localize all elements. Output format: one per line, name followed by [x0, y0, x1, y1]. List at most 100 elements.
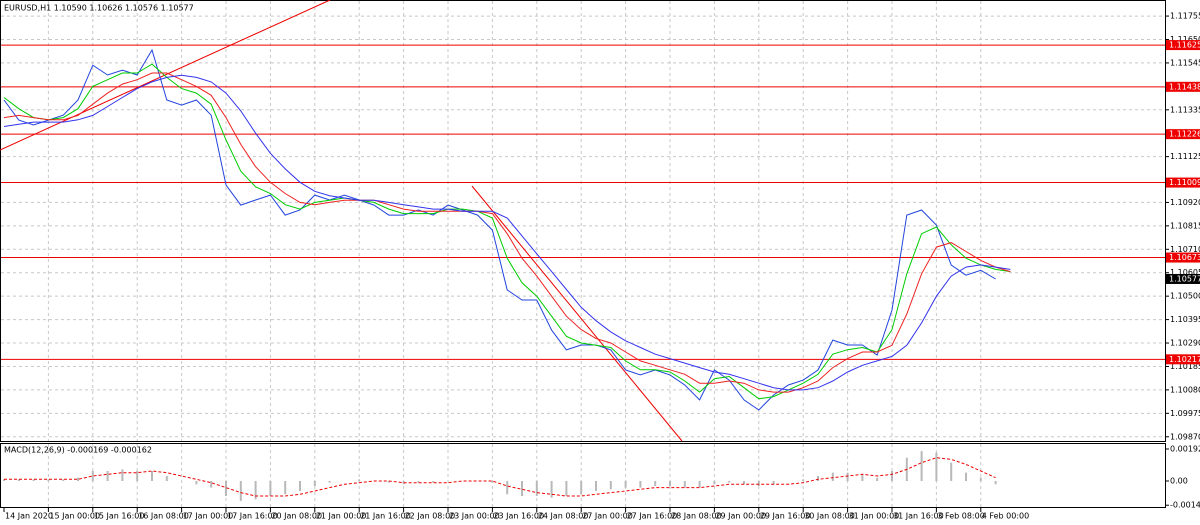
last-price-label: 1.10577 — [1169, 274, 1200, 283]
macd-bar — [698, 480, 701, 488]
macd-bar — [831, 472, 834, 481]
y-tick-label: 1.10080 — [1170, 385, 1200, 394]
x-tick-label: 14 Jan 2020 — [5, 512, 53, 521]
x-tick-label: 31 Jan 16:00 — [893, 512, 944, 521]
macd-bar — [639, 480, 642, 488]
macd-bar — [106, 471, 109, 481]
macd-bar — [669, 480, 671, 486]
level-label-bg — [1166, 354, 1200, 365]
price-line — [3, 48, 996, 411]
level-label: 1.11625 — [1169, 41, 1200, 50]
chart-title: EURUSD,H1 1.10590 1.10626 1.10576 1.1057… — [4, 4, 194, 13]
macd-bar — [269, 480, 272, 496]
macd-bar — [210, 480, 213, 488]
macd-bar — [195, 480, 198, 485]
y-tick-label: 0.001924 — [1170, 445, 1200, 454]
macd-panel — [0, 443, 1166, 508]
macd-bar — [535, 480, 538, 496]
x-tick-label: 15 Jan 00:00 — [49, 512, 100, 521]
x-tick-label: 20 Jan 08:00 — [271, 512, 322, 521]
macd-bar — [358, 479, 361, 481]
x-tick-label: 16 Jan 08:00 — [138, 512, 189, 521]
macd-bar — [580, 480, 583, 495]
macd-bar — [506, 480, 509, 495]
level-label: 1.10673 — [1169, 253, 1200, 262]
macd-bar — [77, 477, 79, 481]
macd-bar — [994, 480, 997, 485]
macd-bar — [432, 480, 435, 483]
x-tick-label: 21 Jan 16:00 — [360, 512, 411, 521]
macd-bar — [165, 476, 168, 481]
x-tick-label: 17 Jan 16:00 — [227, 512, 278, 521]
x-tick-label: 28 Jan 08:00 — [671, 512, 722, 521]
x-tick-label: 27 Jan 16:00 — [627, 512, 678, 521]
moving-average — [3, 63, 1011, 400]
macd-bar — [225, 480, 227, 496]
y-tick-label: 1.10290 — [1170, 339, 1200, 348]
macd-bar — [3, 479, 5, 481]
macd-bar — [965, 472, 967, 481]
x-tick-label: 17 Jan 00:00 — [183, 512, 234, 521]
macd-bar — [876, 477, 879, 481]
level-label: 1.11009 — [1169, 178, 1200, 187]
macd-bar — [299, 480, 301, 491]
trend-line — [471, 185, 683, 442]
macd-bar — [491, 480, 494, 483]
moving-average — [3, 74, 1011, 391]
y-tick-label: 1.09975 — [1170, 409, 1200, 418]
macd-bar — [979, 477, 982, 481]
macd-bar — [284, 480, 287, 495]
y-tick-label: 1.11335 — [1170, 105, 1200, 114]
macd-bar — [121, 469, 124, 481]
y-tick-label: 1.10500 — [1170, 292, 1200, 301]
x-tick-label: 27 Jan 00:00 — [582, 512, 633, 521]
macd-bar — [891, 471, 893, 481]
macd-bar — [950, 462, 953, 481]
macd-bar — [136, 471, 139, 481]
y-tick-label: -0.001456 — [1170, 501, 1200, 510]
macd-bar — [151, 471, 153, 481]
macd-bar — [521, 480, 523, 496]
macd-bar — [550, 480, 553, 498]
y-tick-label: 1.10710 — [1170, 245, 1200, 254]
macd-bar — [654, 480, 657, 486]
macd-bar — [417, 480, 420, 483]
x-tick-label: 22 Jan 08:00 — [405, 512, 456, 521]
macd-title: MACD(12,26,9) -0.000169 -0.000162 — [4, 446, 152, 455]
y-tick-label: 1.10605 — [1170, 268, 1200, 277]
y-tick-label: 1.09870 — [1170, 432, 1200, 441]
level-label-bg — [1166, 81, 1200, 92]
macd-bar — [62, 479, 65, 481]
signal-line — [4, 457, 996, 497]
macd-bar — [402, 480, 405, 485]
main-panel — [0, 0, 1166, 442]
macd-bar — [935, 452, 938, 481]
level-label: 1.10217 — [1169, 355, 1200, 364]
last-price-bg — [1166, 273, 1200, 284]
macd-bar — [47, 479, 50, 481]
macd-bar — [757, 480, 760, 486]
y-tick-label: 0.00 — [1170, 476, 1188, 485]
x-tick-label: 3 Feb 08:00 — [937, 512, 984, 521]
macd-bar — [387, 480, 390, 483]
level-label-bg — [1166, 129, 1200, 140]
macd-bar — [239, 480, 242, 501]
macd-bar — [595, 480, 597, 491]
y-tick-label: 1.11755 — [1170, 12, 1200, 21]
macd-bar — [32, 479, 35, 481]
macd-bar — [565, 480, 568, 496]
macd-bar — [846, 472, 849, 481]
level-label-bg — [1166, 40, 1200, 51]
macd-bar — [920, 451, 923, 481]
macd-bar — [743, 480, 745, 485]
macd-bar — [683, 480, 686, 488]
macd-bar — [713, 480, 716, 485]
macd-bar — [817, 476, 819, 481]
level-label-bg — [1166, 177, 1200, 188]
macd-bar — [609, 480, 612, 490]
x-tick-label: 31 Jan 00:00 — [849, 512, 900, 521]
y-tick-label: 1.11125 — [1170, 152, 1200, 161]
macd-bar — [254, 480, 257, 500]
macd-bar — [624, 480, 627, 488]
